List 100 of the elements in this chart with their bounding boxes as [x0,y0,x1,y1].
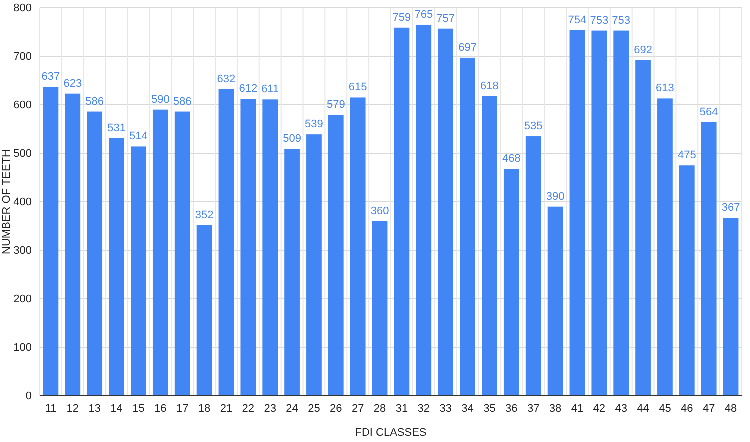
bar [372,221,388,396]
bar [592,30,608,396]
bar [109,138,124,396]
data-label: 613 [656,82,674,95]
x-tick-label: 32 [418,402,430,415]
bar [438,28,454,396]
data-label: 468 [502,153,521,166]
x-tick-label: 12 [66,402,80,415]
data-label: 586 [86,96,104,108]
x-tick-label: 34 [462,402,474,415]
data-label: 579 [326,99,346,112]
bar [240,99,256,396]
y-tick-label: 100 [14,342,32,354]
x-tick-label: 14 [110,402,123,415]
x-tick-label: 44 [637,402,650,415]
data-label: 754 [568,14,587,26]
y-tick-label: 700 [14,51,32,64]
bar [614,30,630,396]
x-tick-label: 17 [176,402,189,415]
bar [87,112,103,396]
data-label: 509 [283,133,302,146]
data-label: 390 [546,190,565,203]
x-tick-label: 47 [702,402,716,415]
data-label: 475 [678,150,696,162]
bar [262,100,278,396]
bar [65,94,81,396]
data-label: 623 [64,78,82,90]
x-tick-label: 42 [593,402,606,415]
x-tick-label: 36 [506,402,518,415]
x-tick-label: 21 [220,402,233,415]
x-tick-label: 27 [352,402,364,415]
data-label: 612 [239,83,258,96]
x-tick-label: 38 [549,402,562,415]
bar [174,112,190,396]
bar [394,28,410,396]
data-label: 692 [634,44,652,56]
bar [460,58,476,396]
bar [504,169,520,396]
data-label: 757 [436,12,456,25]
x-tick-label: 15 [132,402,145,415]
bar [350,98,366,396]
data-label: 360 [370,205,390,218]
bar [196,225,212,396]
data-label: 539 [305,118,324,131]
x-tick-label: 31 [396,402,408,415]
data-label: 753 [590,14,609,27]
data-label: 759 [392,12,412,24]
x-tick-label: 16 [154,402,167,415]
y-tick-label: 800 [14,2,32,15]
bar [548,206,564,396]
data-label: 514 [130,130,148,143]
x-tick-label: 43 [615,402,628,415]
bar [570,30,586,396]
bar [218,89,234,396]
data-label: 531 [108,122,126,134]
x-tick-label: 48 [724,402,738,415]
y-tick-label: 600 [14,100,32,112]
bar [658,98,673,396]
bar [306,134,322,396]
bar [723,218,739,396]
bar [284,149,300,396]
x-tick-label: 45 [659,402,672,415]
bar [636,60,651,396]
data-label: 586 [173,96,192,108]
y-tick-label: 400 [14,196,32,209]
y-tick-label: 200 [14,294,32,306]
bar [416,24,432,396]
bar [701,122,717,396]
bar [131,146,146,396]
x-axis-title: FDI CLASSES [355,427,427,439]
bar [526,136,542,396]
data-label: 697 [458,42,477,54]
x-tick-label: 41 [571,402,584,415]
x-tick-label: 24 [286,402,298,415]
data-label: 632 [217,73,236,86]
y-axis-title: NUMBER OF TEETH [1,149,13,254]
data-label: 352 [195,209,214,222]
data-label: 618 [480,80,499,92]
x-tick-label: 28 [374,402,386,415]
data-label: 590 [151,94,170,106]
x-tick-label: 13 [88,402,101,415]
x-tick-label: 18 [198,402,211,415]
x-tick-label: 37 [527,402,540,415]
x-tick-label: 35 [484,402,496,415]
x-tick-label: 46 [681,402,694,415]
data-label: 753 [612,14,631,27]
bar [328,115,344,396]
x-tick-label: 26 [330,402,342,415]
bar [679,166,695,396]
bar [43,87,59,396]
y-tick-label: 500 [14,148,32,160]
y-tick-label: 300 [14,245,32,258]
data-label: 611 [262,84,280,96]
x-tick-label: 22 [242,402,255,415]
x-tick-label: 33 [440,402,452,415]
bar [482,96,498,396]
data-label: 637 [42,71,60,84]
data-label: 615 [348,82,368,94]
x-tick-label: 25 [308,402,320,415]
data-label: 535 [524,120,543,133]
